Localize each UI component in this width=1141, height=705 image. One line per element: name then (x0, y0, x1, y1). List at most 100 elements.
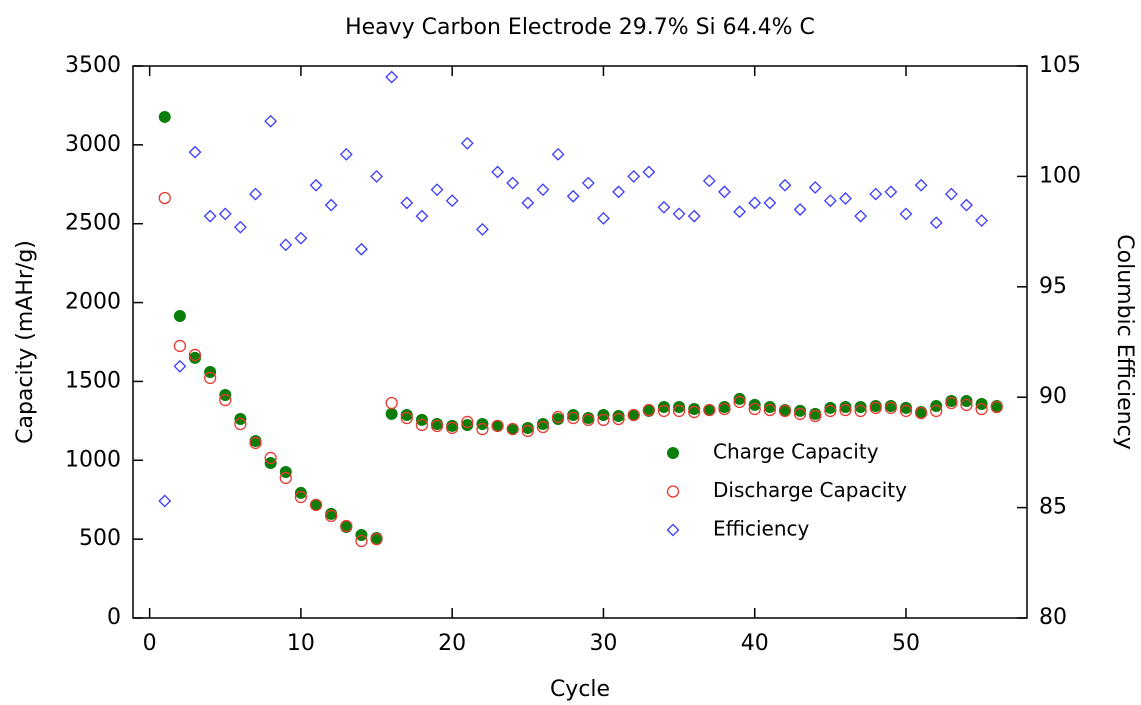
data-point (370, 169, 383, 183)
data-point (703, 403, 716, 417)
data-point (944, 187, 958, 201)
data-point (310, 498, 323, 511)
x-tick-label: 0 (143, 631, 157, 656)
data-point (975, 402, 988, 416)
data-point (642, 165, 656, 179)
data-point (718, 185, 731, 199)
data-point (581, 176, 595, 190)
data-point (567, 411, 580, 425)
data-point (355, 534, 368, 548)
data-point (324, 198, 338, 212)
data-point (808, 181, 822, 194)
data-point (188, 145, 202, 159)
data-point (869, 401, 882, 415)
data-point (325, 509, 338, 523)
legend-label: Discharge Capacity (713, 478, 907, 502)
data-point (158, 494, 172, 508)
data-point (279, 238, 293, 252)
data-point (960, 398, 973, 412)
data-point (264, 114, 278, 128)
data-point (249, 187, 262, 201)
data-point (763, 400, 776, 413)
x-tick-label: 10 (287, 631, 315, 656)
data-point (158, 110, 171, 123)
data-point (657, 400, 670, 413)
data-point (536, 420, 550, 434)
data-point (657, 404, 671, 418)
data-point (173, 309, 186, 322)
data-point (748, 196, 762, 210)
data-point (415, 418, 429, 432)
data-point (294, 231, 308, 245)
data-point (506, 176, 520, 190)
data-point (219, 393, 232, 407)
legend-marker (667, 447, 679, 459)
data-point (899, 404, 913, 418)
y-tick-label: 500 (79, 526, 121, 551)
data-point (612, 409, 625, 422)
y-tick-label: 3000 (65, 132, 121, 157)
data-point (627, 408, 640, 422)
data-point (748, 398, 761, 411)
data-point (930, 404, 943, 418)
data-point (430, 183, 444, 197)
x-tick-label: 40 (741, 631, 769, 656)
data-point (778, 404, 792, 418)
data-point (703, 403, 716, 416)
data-point (536, 418, 549, 431)
data-point (657, 200, 671, 214)
data-point (914, 406, 928, 420)
data-point (491, 165, 504, 179)
y2-tick-label: 90 (1039, 384, 1067, 409)
data-point (188, 348, 202, 362)
data-point (733, 395, 746, 409)
data-point (824, 404, 837, 418)
data-point (445, 194, 459, 208)
y-tick-label: 2500 (65, 211, 121, 236)
y-tick-label: 2000 (65, 290, 121, 315)
y-axis-label: Capacity (mAHr/g) (13, 240, 38, 444)
legend-marker (666, 523, 680, 537)
data-point (945, 396, 958, 410)
data-point (733, 392, 746, 405)
data-point (400, 409, 413, 422)
legend-marker (666, 485, 680, 498)
data-point (718, 402, 731, 416)
data-point (309, 498, 323, 512)
data-point (400, 196, 414, 210)
data-point (899, 401, 912, 414)
data-point (476, 222, 489, 236)
y2-tick-label: 80 (1039, 605, 1067, 630)
data-point (687, 209, 701, 223)
data-point (340, 519, 353, 533)
data-point (809, 407, 822, 420)
data-point (279, 471, 292, 485)
data-point (385, 407, 398, 420)
data-point (945, 394, 958, 407)
data-point (325, 507, 338, 520)
data-point (854, 209, 868, 223)
y2-tick-label: 105 (1039, 53, 1081, 78)
legend-label: Efficiency (713, 517, 810, 541)
data-point (748, 402, 761, 416)
data-point (354, 242, 368, 256)
chart-title: Heavy Carbon Electrode 29.7% Si 64.4% C (345, 15, 815, 40)
data-point (733, 205, 747, 219)
data-point (794, 404, 807, 417)
data-point (491, 419, 504, 433)
data-point (884, 185, 898, 199)
y-tick-label: 0 (107, 605, 121, 630)
data-point (461, 415, 474, 429)
data-point (461, 418, 474, 431)
data-point (824, 401, 837, 414)
data-point (460, 136, 474, 150)
plot-frame (132, 65, 1028, 619)
data-point (839, 400, 852, 413)
data-point (884, 401, 898, 415)
data-point (673, 400, 686, 413)
data-point (627, 169, 641, 183)
data-point (823, 194, 837, 208)
data-point (929, 216, 943, 230)
data-point (854, 404, 867, 418)
